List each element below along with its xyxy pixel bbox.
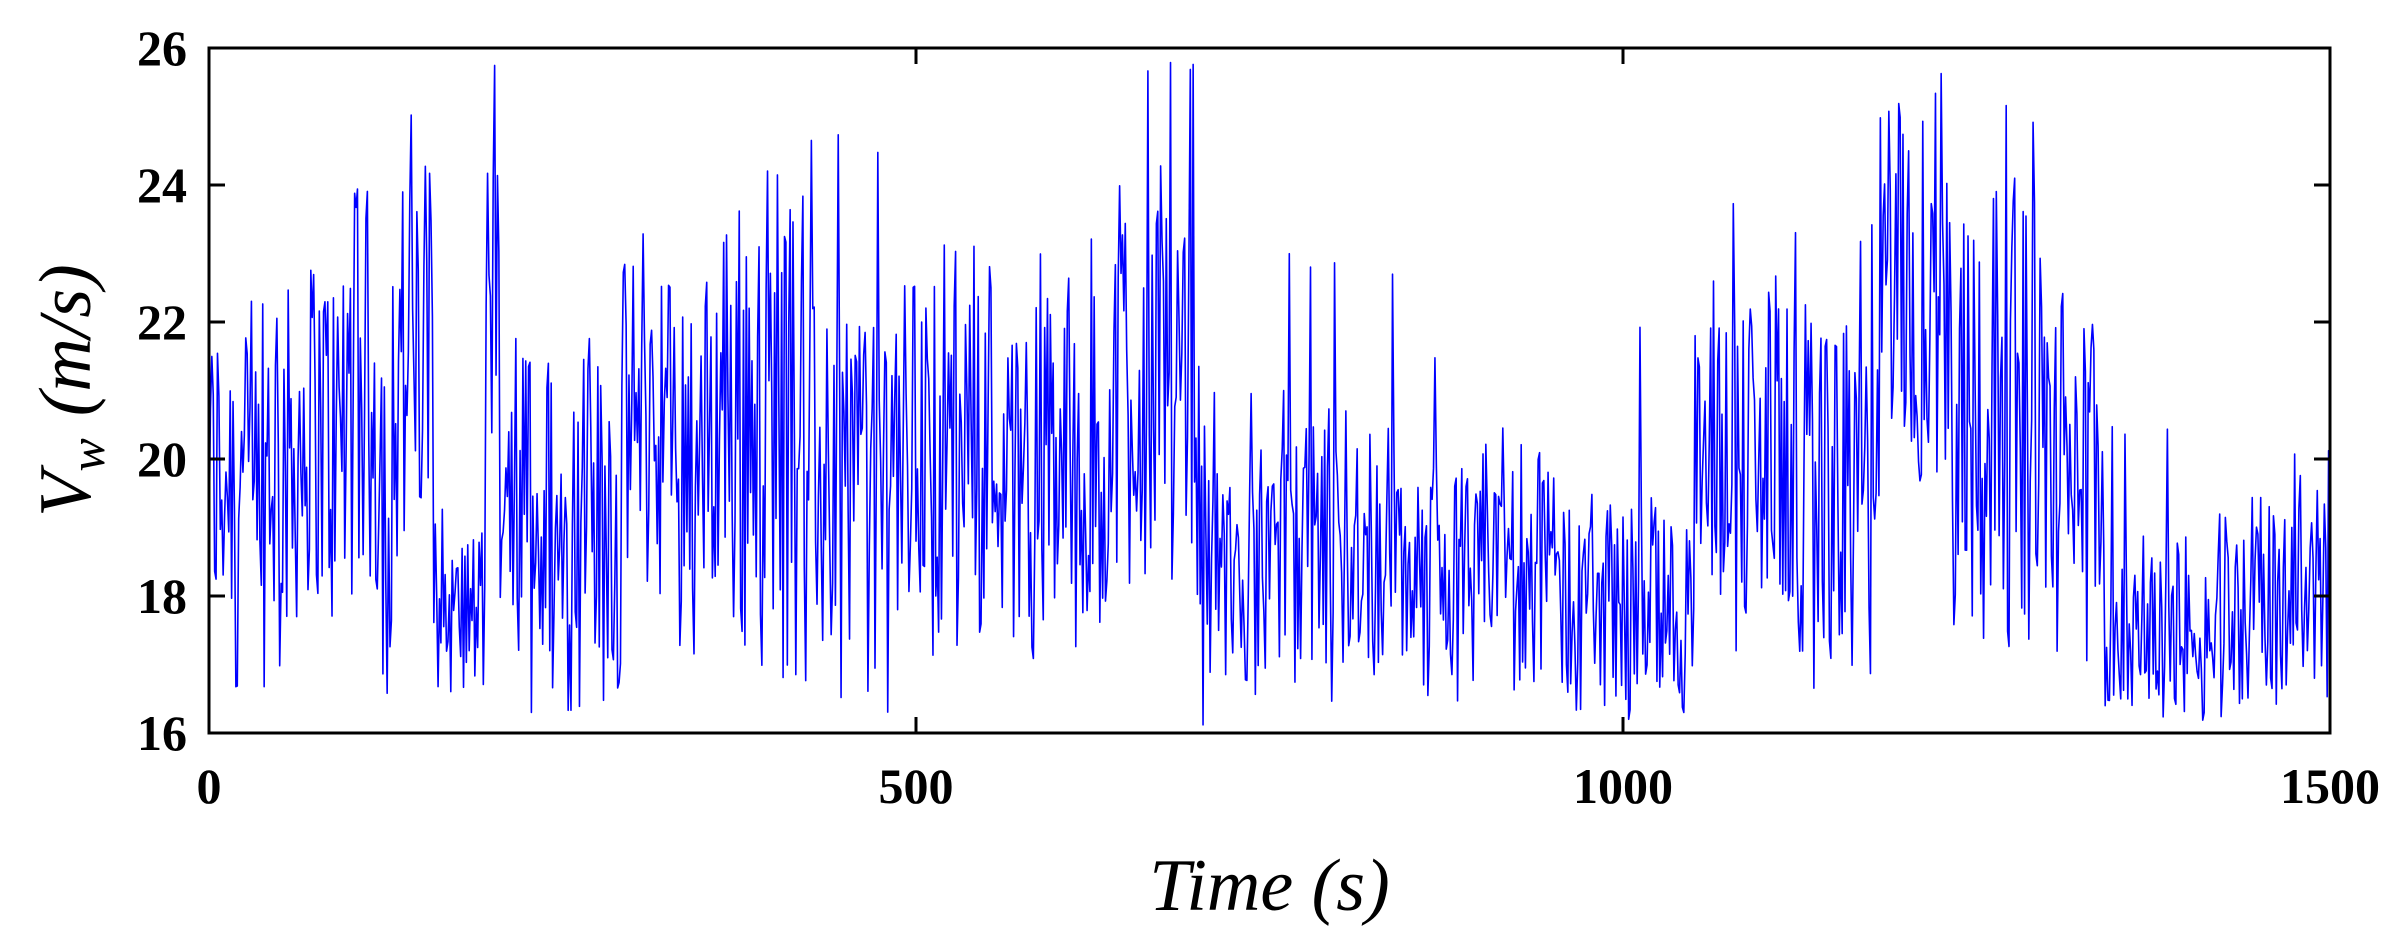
y-axis-label-units: (m/s) [25,264,107,416]
plot-frame [207,46,2332,735]
x-tick-label: 1500 [2280,758,2380,814]
series-layer [208,61,2331,726]
y-axis-label-symbol: V [25,464,107,517]
y-axis-label-subscript: w [59,438,115,471]
x-tick-label: 500 [879,758,954,814]
y-tick-label: 20 [137,431,187,487]
y-axis-label: Vw (m/s) [25,264,115,517]
x-axis-label: Time (s) [1149,845,1390,927]
wind-speed-series-line [208,61,2331,726]
y-tick-label: 24 [137,157,187,213]
y-tick-label: 22 [137,294,187,350]
tick-labels-layer: 0 500 1000 1500 16 18 20 22 24 26 [137,20,2380,814]
y-tick-label: 16 [137,705,187,761]
y-tick-label: 26 [137,20,187,76]
y-tick-label: 18 [137,568,187,624]
x-tick-label: 1000 [1573,758,1673,814]
x-tick-label: 0 [197,758,222,814]
